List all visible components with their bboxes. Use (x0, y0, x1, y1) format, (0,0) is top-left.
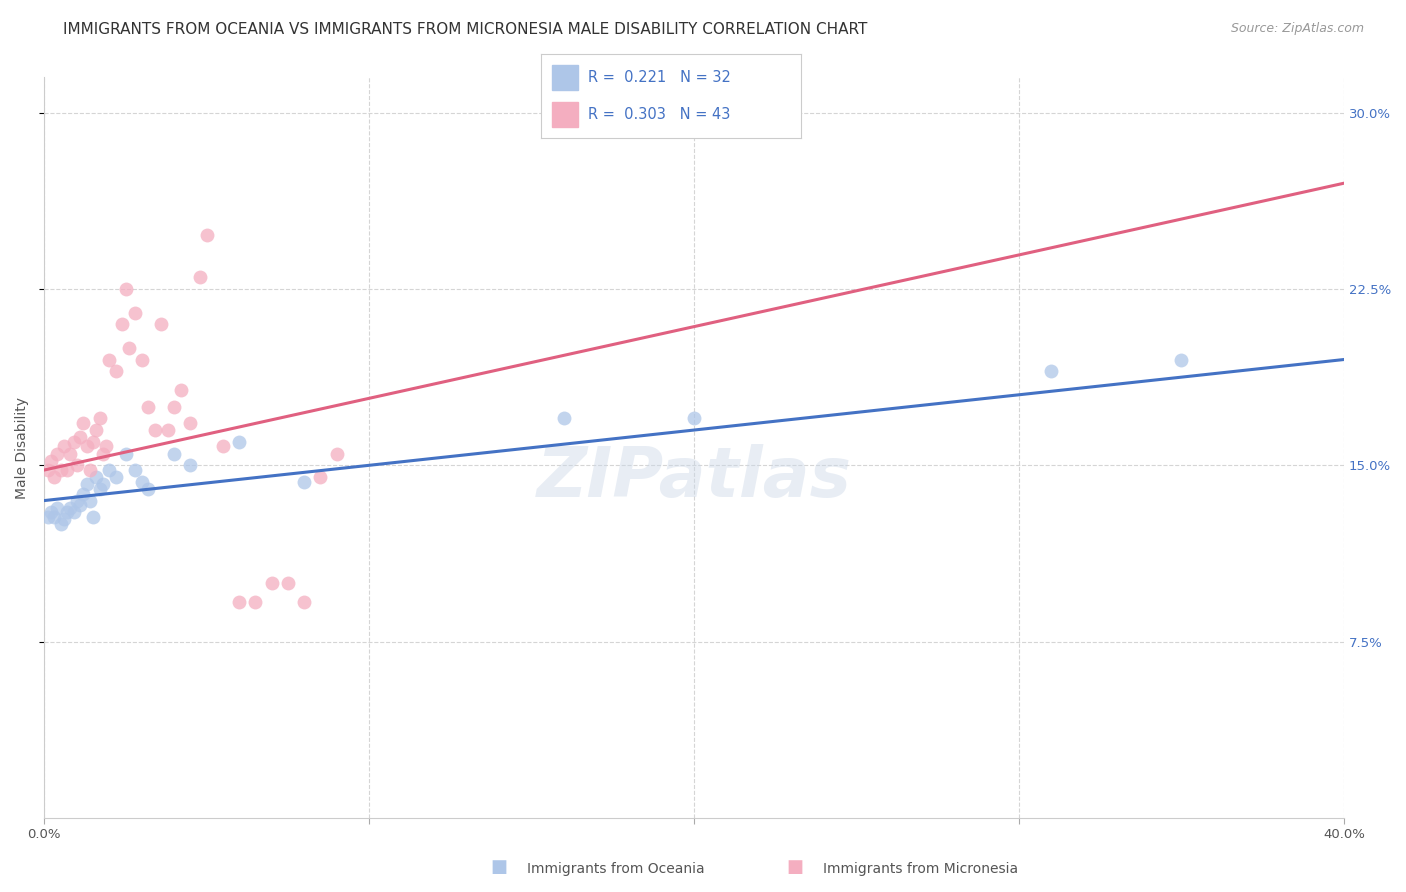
Point (72, 486, 94, 500)
Point (91, 446, 114, 460)
Point (1040, 364, 1063, 378)
Point (59, 446, 82, 460)
Y-axis label: Male Disability: Male Disability (15, 397, 30, 499)
Point (136, 482, 159, 496)
Point (136, 400, 159, 414)
Point (37, 463, 59, 477)
Point (104, 470, 127, 484)
Text: Source: ZipAtlas.com: Source: ZipAtlas.com (1230, 22, 1364, 36)
Point (56, 505, 79, 519)
Point (72, 416, 94, 430)
Point (52, 512, 75, 526)
Point (79, 493, 101, 508)
Point (49, 517, 72, 532)
Text: IMMIGRANTS FROM OCEANIA VS IMMIGRANTS FROM MICRONESIA MALE DISABILITY CORRELATIO: IMMIGRANTS FROM OCEANIA VS IMMIGRANTS FR… (63, 22, 868, 37)
Bar (551, 102, 578, 128)
Point (84, 423, 107, 437)
Point (76, 477, 98, 491)
Text: ZIPatlas: ZIPatlas (537, 444, 852, 511)
Text: R =  0.221   N = 32: R = 0.221 N = 32 (588, 70, 731, 85)
Point (553, 411, 575, 425)
Point (104, 364, 127, 378)
Point (37, 510, 59, 524)
Text: Immigrants from Micronesia: Immigrants from Micronesia (823, 862, 1018, 876)
Point (228, 434, 250, 449)
Point (124, 463, 146, 477)
Point (124, 305, 146, 319)
Point (82, 510, 104, 524)
Point (179, 416, 201, 430)
Point (62, 434, 84, 449)
Bar (551, 64, 578, 90)
Point (188, 270, 211, 285)
Point (89, 411, 111, 425)
Point (59, 500, 82, 515)
Point (245, 594, 267, 608)
Point (228, 594, 250, 608)
Text: R =  0.303   N = 43: R = 0.303 N = 43 (588, 107, 731, 122)
Point (89, 482, 111, 496)
Point (131, 352, 153, 367)
Point (277, 575, 299, 590)
Point (69, 498, 91, 512)
Point (143, 423, 166, 437)
Point (79, 463, 101, 477)
Point (49, 463, 72, 477)
Point (195, 227, 218, 242)
Point (42, 510, 65, 524)
Text: ■: ■ (491, 858, 508, 876)
Point (163, 400, 186, 414)
Point (111, 318, 134, 332)
Point (46, 446, 69, 460)
Point (56, 463, 79, 477)
Point (212, 440, 235, 454)
Point (131, 475, 153, 489)
Point (66, 458, 89, 473)
Point (69, 430, 91, 444)
Point (46, 500, 69, 515)
Point (114, 282, 136, 296)
Point (292, 475, 315, 489)
Point (1170, 352, 1192, 367)
Text: Immigrants from Oceania: Immigrants from Oceania (527, 862, 704, 876)
Point (325, 446, 347, 460)
Point (309, 470, 332, 484)
Point (91, 477, 114, 491)
Point (42, 470, 65, 484)
Point (150, 318, 173, 332)
Point (98, 463, 121, 477)
Point (84, 470, 107, 484)
Point (94, 440, 117, 454)
Point (170, 383, 193, 397)
Point (179, 458, 201, 473)
Text: ■: ■ (786, 858, 803, 876)
Point (292, 594, 315, 608)
Point (156, 423, 179, 437)
Point (683, 411, 706, 425)
Point (260, 575, 283, 590)
Point (76, 440, 98, 454)
Point (62, 505, 84, 519)
Point (39, 505, 62, 519)
Point (66, 493, 89, 508)
Point (118, 341, 141, 355)
Point (82, 434, 104, 449)
Point (114, 446, 136, 460)
Point (52, 440, 75, 454)
Point (98, 352, 121, 367)
Point (163, 446, 186, 460)
Point (39, 453, 62, 467)
